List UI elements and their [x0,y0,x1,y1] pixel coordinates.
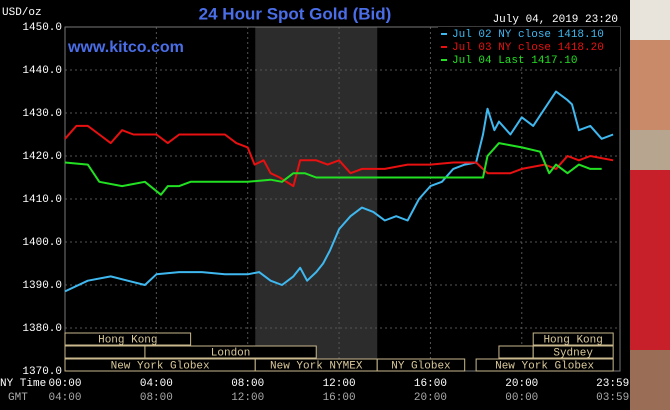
legend-box [438,27,620,67]
session-label: New York NYMEX [270,360,363,372]
legend-label: Jul 03 NY close 1418.20 [452,42,604,54]
y-tick-label: 1370.0 [22,366,62,378]
session-label: Sydney [553,347,593,359]
unit-label: USD/oz [2,7,42,19]
site-label: www.kitco.com [67,39,184,56]
y-tick-label: 1380.0 [22,323,62,335]
session-box [532,332,614,346]
gmt-tick-label: 08:00 [140,392,173,404]
y-tick-label: 1390.0 [22,280,62,292]
y-tick-label: 1450.0 [22,22,62,34]
session-label: New York Globex [495,360,594,372]
gmt-tick-label: 03:59 [596,392,629,404]
x-tick-label: 12:00 [323,378,356,390]
session-box [532,345,614,359]
timestamp: July 04, 2019 23:20 [493,14,618,26]
price-line [64,124,614,188]
y-tick-label: 1410.0 [22,194,62,206]
session-label: NY Globex [391,360,451,372]
x-label-ny: NY Time [0,378,46,390]
x-tick-label: 00:00 [48,378,81,390]
y-tick-label: 1430.0 [22,108,62,120]
gmt-tick-label: 20:00 [414,392,447,404]
gmt-tick-label: 04:00 [48,392,81,404]
session-label: Hong Kong [543,334,602,346]
legend-label: Jul 04 Last 1417.10 [452,55,577,67]
y-tick-label: 1400.0 [22,237,62,249]
y-tick-label: 1420.0 [22,151,62,163]
session-box [498,345,534,359]
x-tick-label: 16:00 [414,378,447,390]
gmt-tick-label: 12:00 [231,392,264,404]
session-label: Hong Kong [98,334,157,346]
x-tick-label: 08:00 [231,378,264,390]
x-tick-label: 20:00 [505,378,538,390]
session-box [64,345,146,359]
chart-title: 24 Hour Spot Gold (Bid) [199,4,392,23]
gmt-tick-label: 16:00 [323,392,356,404]
price-line [64,142,602,196]
session-box [376,358,466,372]
legend-label: Jul 02 NY close 1418.10 [452,29,604,41]
session-box [64,332,192,346]
photo-strip [630,0,670,410]
session-label: London [211,347,251,359]
session-box [144,345,317,359]
gmt-tick-label: 00:00 [505,392,538,404]
y-tick-label: 1440.0 [22,65,62,77]
x-tick-label: 04:00 [140,378,173,390]
x-label-gmt: GMT [8,392,28,404]
plot: 1370.0 1380.0 1390.0 1400.0 1410.0 1420.0 1430… [22,22,629,404]
session-box [475,358,614,372]
x-tick-label: 23:59 [596,378,629,390]
session-label: New York Globex [111,360,210,372]
price-line [64,90,614,293]
